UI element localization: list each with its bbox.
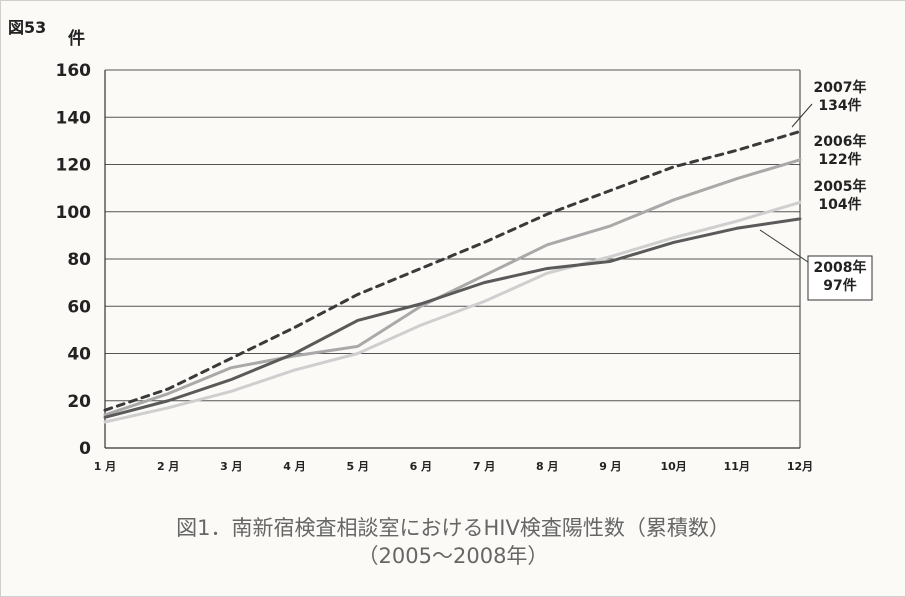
- label-box-2008: [807, 255, 873, 301]
- x-tick-3: 3 月: [220, 460, 242, 473]
- x-tick-6: 6 月: [410, 460, 432, 473]
- figure-caption: 図1．南新宿検査相談室におけるHIV検査陽性数（累積数） （2005～2008年…: [0, 514, 906, 570]
- x-tick-4: 4 月: [283, 460, 305, 473]
- x-tick-8: 8 月: [536, 460, 558, 473]
- y-tick-120: 120: [56, 156, 92, 176]
- y-tick-140: 140: [56, 108, 92, 128]
- y-axis-unit-label: 件: [68, 28, 85, 49]
- series-name-label-2007: 2007年: [814, 79, 867, 96]
- y-tick-40: 40: [67, 345, 91, 365]
- series-total-label-2008: 97件: [823, 277, 856, 294]
- series-line-2008: [103, 217, 802, 419]
- series-total-label-2006: 122件: [818, 151, 861, 168]
- series-line-2007: [103, 129, 802, 412]
- series-line-2005: [103, 200, 802, 424]
- leader-line-2008: [759, 229, 809, 263]
- leader-line-2007: [791, 103, 813, 128]
- caption-line-2: （2005～2008年）: [357, 544, 549, 568]
- x-tick-7: 7 月: [473, 460, 495, 473]
- x-tick-11: 11月: [724, 460, 750, 473]
- series-name-label-2006: 2006年: [814, 133, 867, 150]
- series-name-label-2005: 2005年: [814, 178, 867, 195]
- series-name-label-2008: 2008年: [814, 259, 867, 276]
- axes: [104, 70, 801, 449]
- y-tick-100: 100: [56, 203, 92, 223]
- series-total-label-2007: 134件: [818, 97, 861, 114]
- y-tick-60: 60: [67, 297, 91, 317]
- series-line-2006: [103, 158, 802, 417]
- series-total-label-2005: 104件: [818, 196, 861, 213]
- x-tick-12: 12月: [787, 460, 813, 473]
- x-tick-9: 9 月: [599, 460, 621, 473]
- x-tick-10: 10月: [660, 460, 686, 473]
- x-tick-1: 1 月: [94, 460, 116, 473]
- y-tick-labels: 0 20 40 60 80 100 120 140 160: [56, 61, 92, 459]
- caption-line-1: 図1．南新宿検査相談室におけるHIV検査陽性数（累積数）: [176, 516, 730, 540]
- y-tick-160: 160: [56, 61, 92, 81]
- x-tick-2: 2 月: [157, 460, 179, 473]
- y-tick-0: 0: [79, 439, 91, 459]
- y-tick-20: 20: [67, 392, 91, 412]
- x-tick-labels: 1 月 2 月 3 月 4 月 5 月 6 月 7 月 8 月 9 月 10月 11月 12月: [94, 460, 813, 473]
- y-tick-80: 80: [67, 250, 91, 270]
- figure-number-label: 図53: [8, 18, 47, 37]
- series-lines: [103, 129, 802, 424]
- grid-lines: [105, 69, 800, 449]
- x-tick-5: 5 月: [346, 460, 368, 473]
